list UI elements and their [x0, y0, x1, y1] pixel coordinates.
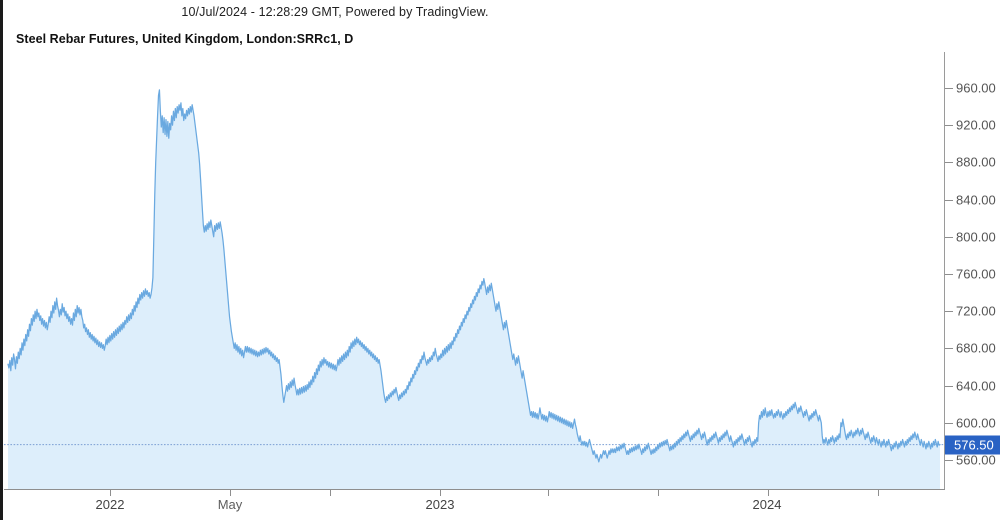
y-axis-tick — [945, 199, 953, 201]
window-left-border — [0, 0, 3, 520]
x-axis-label: May — [217, 497, 243, 512]
y-axis-label: 600.00 — [956, 415, 996, 431]
x-axis-tick — [878, 489, 879, 496]
y-axis-tick — [945, 274, 953, 275]
last-price-badge[interactable]: 576.50 — [945, 435, 1000, 455]
x-axis-label: 2022 — [95, 497, 125, 512]
x-axis-tick — [110, 489, 111, 496]
y-axis-label: 720.00 — [956, 303, 996, 319]
y-axis-label: 920.00 — [956, 117, 996, 133]
x-axis-label: 2024 — [752, 497, 782, 512]
x-axis-tick — [330, 489, 331, 496]
y-axis-line — [944, 52, 945, 489]
y-axis-tick — [945, 236, 953, 238]
x-axis-tick — [658, 489, 659, 496]
x-axis-tick — [230, 489, 231, 496]
y-axis-label: 800.00 — [956, 229, 996, 245]
y-axis-label: 760.00 — [956, 266, 996, 282]
y-axis-tick — [945, 162, 953, 164]
price-series-svg — [4, 89, 944, 489]
x-axis-label: 2023 — [425, 497, 455, 512]
y-axis-tick — [945, 311, 953, 313]
attribution-label: 10/Jul/2024 - 12:28:29 GMT, Powered by T… — [181, 5, 489, 19]
price-line — [7, 89, 941, 463]
y-axis-tick — [945, 348, 953, 350]
x-axis-tick — [548, 489, 549, 496]
chart-title: Steel Rebar Futures, United Kingdom, Lon… — [16, 32, 354, 46]
price-area-chart[interactable] — [4, 52, 944, 489]
chart-plot-frame — [4, 52, 944, 489]
x-axis-tick — [440, 489, 441, 496]
y-axis-tick — [945, 460, 953, 461]
y-axis-tick — [945, 385, 953, 387]
y-axis-label: 960.00 — [956, 80, 996, 96]
price-area-fill — [8, 89, 940, 489]
x-axis-tick — [768, 489, 769, 496]
y-axis-label: 840.00 — [956, 192, 996, 208]
y-axis-label: 560.00 — [956, 452, 996, 468]
x-axis-line — [4, 489, 945, 490]
y-axis-label: 680.00 — [956, 340, 996, 356]
y-axis-tick — [945, 88, 953, 89]
y-axis-label: 880.00 — [956, 154, 996, 170]
y-axis-tick — [945, 422, 953, 424]
y-axis-tick — [945, 125, 953, 127]
y-axis-label: 640.00 — [956, 378, 996, 394]
attribution-text: 10/Jul/2024 - 12:28:29 GMT, Powered by T… — [0, 5, 1000, 19]
